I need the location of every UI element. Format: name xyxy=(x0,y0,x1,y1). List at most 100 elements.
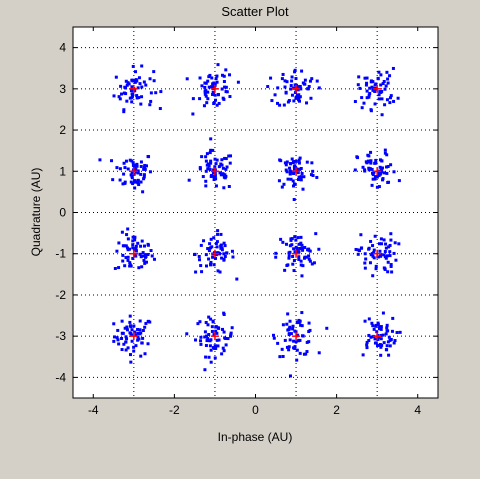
scatter-point xyxy=(146,154,150,158)
scatter-point xyxy=(199,243,203,247)
scatter-point xyxy=(126,81,130,85)
scatter-point xyxy=(363,266,367,270)
scatter-point xyxy=(216,269,220,273)
scatter-point xyxy=(143,165,147,169)
scatter-point xyxy=(391,66,395,70)
scatter-point xyxy=(209,159,213,163)
scatter-point xyxy=(374,158,378,162)
scatter-point xyxy=(372,256,376,260)
scatter-point xyxy=(145,260,149,264)
scatter-point xyxy=(206,323,210,327)
chart-title: Scatter Plot xyxy=(221,4,289,19)
scatter-point xyxy=(132,349,136,353)
scatter-point xyxy=(392,251,396,255)
scatter-point xyxy=(380,89,384,93)
scatter-point xyxy=(377,335,381,339)
scatter-point xyxy=(388,254,392,258)
scatter-point xyxy=(315,175,319,179)
scatter-point xyxy=(137,337,141,341)
scatter-point xyxy=(222,330,226,334)
scatter-point xyxy=(229,333,233,337)
scatter-point xyxy=(288,244,292,248)
scatter-point xyxy=(130,339,134,343)
scatter-point xyxy=(302,352,306,356)
scatter-point xyxy=(185,77,189,81)
scatter-point xyxy=(122,91,126,95)
scatter-point xyxy=(206,79,210,83)
scatter-point xyxy=(287,348,291,352)
scatter-point xyxy=(288,169,292,173)
scatter-point xyxy=(144,255,148,259)
scatter-point xyxy=(215,80,219,84)
scatter-point xyxy=(138,252,142,256)
scatter-point xyxy=(116,328,120,332)
scatter-point xyxy=(204,179,208,183)
scatter-point xyxy=(124,335,128,339)
scatter-point xyxy=(283,338,287,342)
scatter-point xyxy=(391,316,395,320)
y-tick-label: -3 xyxy=(55,329,66,343)
axis-ticks: -4 -2 0 2 4 -4 -3 -2 -1 0 1 2 3 4 xyxy=(55,27,438,417)
scatter-point xyxy=(363,252,367,256)
scatter-point xyxy=(225,165,229,169)
scatter-point xyxy=(376,171,380,175)
scatter-point xyxy=(133,80,137,84)
scatter-point xyxy=(131,239,135,243)
scatter-point xyxy=(297,255,301,259)
scatter-point xyxy=(374,267,378,271)
scatter-point xyxy=(131,246,135,250)
scatter-point xyxy=(209,260,213,264)
scatter-point xyxy=(276,101,280,105)
scatter-point xyxy=(307,340,311,344)
scatter-point xyxy=(205,334,209,338)
scatter-point xyxy=(303,245,307,249)
scatter-point xyxy=(285,80,289,84)
scatter-point xyxy=(360,246,364,250)
scatter-point xyxy=(276,86,280,90)
scatter-point xyxy=(198,97,202,101)
scatter-point xyxy=(285,170,289,174)
scatter-point xyxy=(142,173,146,177)
scatter-point xyxy=(217,101,221,105)
x-tick-label: 4 xyxy=(414,403,421,417)
scatter-point xyxy=(196,322,200,326)
scatter-point xyxy=(203,335,207,339)
scatter-point xyxy=(367,247,371,251)
scatter-point xyxy=(388,74,392,78)
scatter-point xyxy=(311,169,315,173)
scatter-point xyxy=(293,164,297,168)
scatter-point xyxy=(112,335,116,339)
scatter-point xyxy=(135,96,139,100)
scatter-point xyxy=(222,258,226,262)
y-tick-label: 2 xyxy=(59,123,66,137)
scatter-point xyxy=(308,79,312,83)
scatter-point xyxy=(382,79,386,83)
scatter-point xyxy=(208,242,212,246)
scatter-point xyxy=(205,163,209,167)
scatter-point xyxy=(141,328,145,332)
scatter-point xyxy=(216,229,220,233)
scatter-point xyxy=(363,168,367,172)
scatter-point xyxy=(135,164,139,168)
scatter-point xyxy=(212,168,216,172)
scatter-point xyxy=(367,93,371,97)
scatter-point xyxy=(138,328,142,332)
scatter-point xyxy=(209,161,213,165)
scatter-point xyxy=(142,175,146,179)
scatter-point xyxy=(379,73,383,77)
scatter-point xyxy=(204,155,208,159)
scatter-point xyxy=(386,81,390,85)
scatter-point xyxy=(123,166,127,170)
scatter-point xyxy=(385,344,389,348)
scatter-point xyxy=(158,107,162,111)
scatter-point xyxy=(293,68,297,72)
scatter-point xyxy=(122,172,126,176)
scatter-point xyxy=(292,99,296,103)
scatter-point xyxy=(210,325,214,329)
scatter-point xyxy=(287,251,291,255)
scatter-point xyxy=(386,260,390,264)
scatter-point xyxy=(126,167,130,171)
scatter-point xyxy=(291,324,295,328)
scatter-point xyxy=(288,319,292,323)
scatter-point xyxy=(389,263,393,267)
